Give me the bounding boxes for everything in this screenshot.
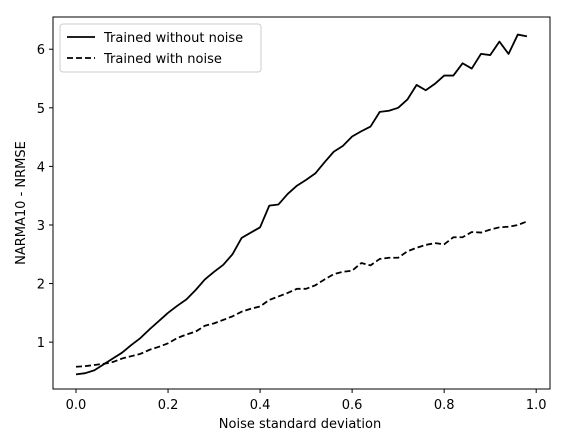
x-tick-label: 0.8 (434, 398, 455, 413)
series-line-trained-without-noise (75, 33, 528, 376)
series-line-trained-with-noise (75, 220, 528, 368)
x-tick-label: 0.0 (66, 398, 87, 413)
y-tick-label: 3 (37, 219, 45, 234)
axes-layer: 0.0 0.2 0.4 0.6 0.8 1.0 1 2 3 4 5 6 (37, 16, 551, 413)
legend-box (59, 23, 262, 73)
y-tick-label: 1 (37, 336, 45, 351)
x-tick-label: 0.6 (342, 398, 363, 413)
plot-frame (52, 16, 551, 390)
y-tick-label: 6 (37, 43, 45, 58)
x-tick-label: 1.0 (526, 398, 547, 413)
legend-label-trained-without-noise: Trained without noise (103, 31, 243, 46)
x-tick-label: 0.4 (250, 398, 271, 413)
legend-label-trained-with-noise: Trained with noise (103, 52, 222, 67)
y-tick-label: 2 (37, 278, 45, 293)
y-axis-label: NARMA10 - NRMSE (14, 141, 29, 265)
x-tick-label: 0.2 (158, 398, 179, 413)
series-layer (75, 33, 528, 376)
y-tick-label: 4 (37, 160, 45, 175)
y-tick-label: 5 (37, 102, 45, 117)
x-axis-label: Noise standard deviation (219, 417, 381, 432)
legend: Trained without noise Trained with noise (59, 23, 262, 73)
